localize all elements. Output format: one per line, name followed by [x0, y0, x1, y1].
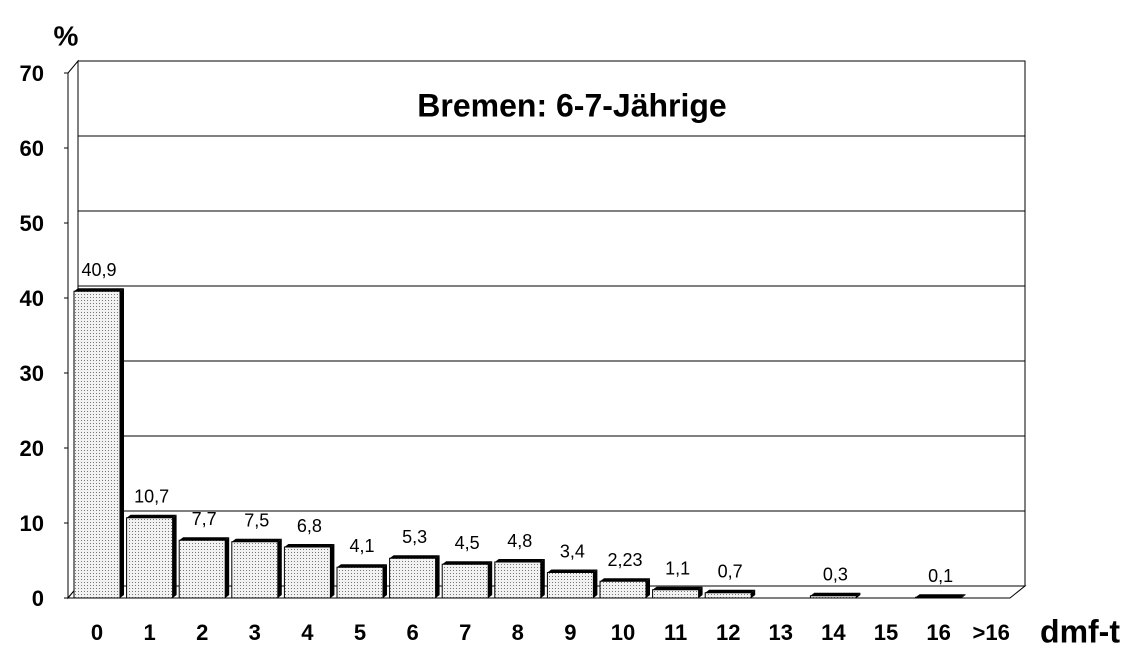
bar-side [330, 544, 335, 598]
value-label: 10,7 [134, 487, 169, 507]
bar-side [225, 537, 230, 598]
y-tick-label: 0 [32, 586, 44, 611]
bar-side [435, 555, 440, 598]
bar-top [231, 538, 282, 542]
value-label: 4,5 [455, 533, 480, 553]
x-tick-label: 2 [196, 620, 208, 645]
bar [494, 561, 542, 599]
x-tick-label: 16 [926, 620, 950, 645]
bar-top [810, 592, 861, 596]
x-tick-label: 15 [874, 620, 898, 645]
x-tick-label: 0 [91, 620, 103, 645]
bar-top [547, 569, 598, 573]
value-label: 40,9 [81, 260, 116, 280]
bar-top [494, 559, 545, 562]
bar-side [961, 594, 966, 598]
y-tick-label: 50 [20, 211, 44, 236]
bar-top [126, 514, 177, 518]
value-label: 2,23 [607, 550, 642, 570]
bar [73, 290, 121, 599]
value-label: 0,7 [718, 562, 743, 582]
value-label: 5,3 [402, 527, 427, 547]
bar-top [284, 544, 335, 547]
x-tick-label: >16 [973, 620, 1010, 645]
bar [336, 566, 384, 599]
bar-side [751, 589, 756, 598]
bar-top [389, 555, 440, 559]
y-tick-label: 70 [20, 61, 44, 86]
back-wall [77, 60, 1026, 587]
bar [178, 539, 226, 599]
value-label: 0,3 [823, 565, 848, 585]
bar-top [915, 594, 966, 598]
bar-top [652, 586, 703, 590]
value-label: 0,1 [928, 566, 953, 586]
y-tick-label: 40 [20, 286, 44, 311]
bar [546, 572, 594, 599]
y-axis-label: % [54, 20, 79, 51]
x-tick-label: 8 [512, 620, 524, 645]
value-label: 4,1 [349, 536, 374, 556]
bar-side [383, 564, 387, 598]
x-tick-label: 11 [664, 620, 687, 645]
bar [441, 563, 489, 599]
chart-title: Bremen: 6-7-Jährige [417, 87, 726, 123]
x-tick-label: 13 [769, 620, 793, 645]
bar-side [856, 592, 861, 598]
bar [704, 592, 752, 599]
bar [283, 546, 331, 599]
value-label: 1,1 [665, 559, 690, 579]
y-tick-label: 20 [20, 436, 44, 461]
value-label: 7,5 [244, 511, 269, 531]
x-tick-label: 14 [821, 620, 846, 645]
bar-side [698, 586, 703, 598]
bar-top [179, 537, 230, 541]
value-label: 6,8 [297, 516, 322, 536]
bar-side [646, 578, 650, 598]
bar [652, 589, 700, 599]
x-tick-label: 10 [611, 620, 635, 645]
bar-side [277, 538, 282, 598]
bar-top [442, 561, 493, 565]
bar [126, 517, 174, 599]
bar-top [705, 589, 756, 593]
bar-side [593, 569, 598, 598]
bar [599, 580, 647, 599]
bar [809, 595, 857, 599]
x-tick-label: 7 [459, 620, 471, 645]
bar-top [600, 578, 650, 582]
bar-top [337, 564, 387, 568]
value-label: 4,8 [507, 531, 532, 551]
y-tick-label: 60 [20, 136, 44, 161]
x-tick-label: 12 [716, 620, 740, 645]
x-tick-label: 5 [354, 620, 366, 645]
x-tick-label: 4 [301, 620, 314, 645]
bar-side [120, 288, 124, 598]
x-tick-label: 6 [406, 620, 418, 645]
value-label: 7,7 [192, 509, 217, 529]
bar-top [74, 288, 124, 292]
value-label: 3,4 [560, 541, 585, 561]
y-tick-label: 30 [20, 361, 44, 386]
bar [915, 596, 963, 599]
x-tick-label: 9 [564, 620, 576, 645]
bar-side [488, 561, 493, 598]
bar [231, 541, 279, 599]
bar-side [172, 514, 177, 598]
bar [389, 557, 437, 599]
x-tick-label: 1 [143, 620, 155, 645]
bar-side [540, 559, 545, 598]
x-axis-label: dmf-t [1040, 613, 1120, 648]
y-tick-label: 10 [20, 511, 44, 536]
x-tick-label: 3 [249, 620, 261, 645]
